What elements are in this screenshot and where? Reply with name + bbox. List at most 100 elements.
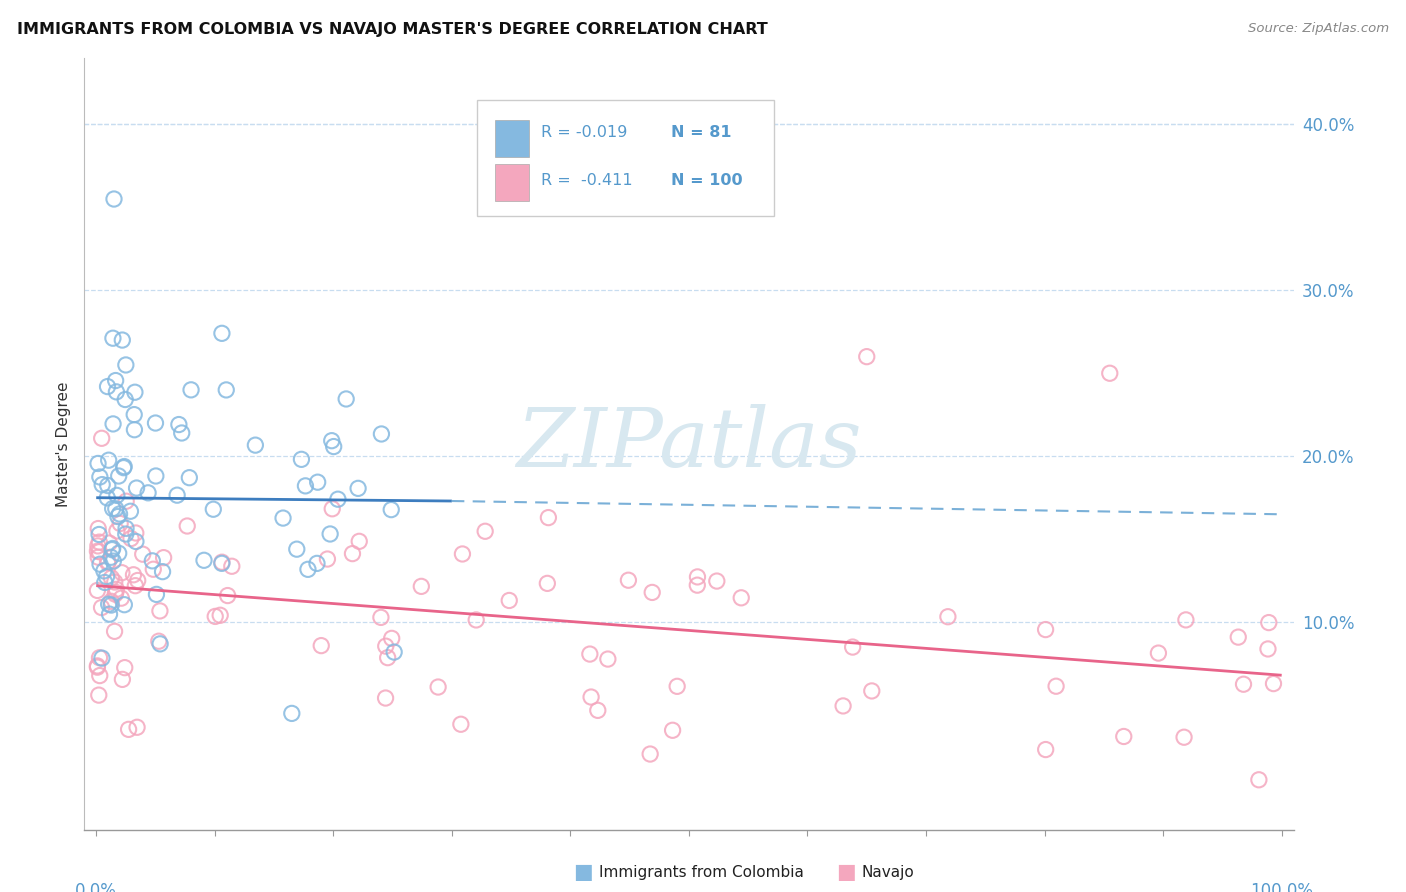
Point	[319, 527, 342, 541]
Point	[211, 326, 233, 341]
FancyBboxPatch shape	[495, 120, 529, 157]
Point	[97, 478, 120, 492]
Point	[103, 554, 125, 568]
Point	[97, 453, 120, 467]
Text: ■: ■	[574, 863, 593, 882]
Point	[209, 608, 232, 623]
Point	[297, 562, 319, 576]
Point	[105, 488, 128, 502]
Point	[122, 567, 145, 582]
Point	[104, 585, 127, 599]
Text: N = 100: N = 100	[671, 173, 742, 188]
FancyBboxPatch shape	[478, 101, 773, 216]
Point	[114, 392, 136, 407]
Point	[91, 477, 114, 491]
Point	[125, 481, 148, 495]
Point	[1257, 615, 1279, 630]
Point	[1045, 679, 1067, 693]
Point	[145, 469, 167, 483]
Point	[98, 536, 121, 550]
Point	[108, 507, 131, 521]
Point	[204, 609, 226, 624]
Point	[347, 481, 370, 495]
Point	[1035, 742, 1057, 756]
Point	[103, 192, 125, 206]
Point	[90, 651, 112, 665]
Point	[641, 585, 664, 599]
Point	[148, 634, 170, 648]
Point	[498, 593, 520, 607]
Point	[114, 527, 136, 541]
Point	[193, 553, 215, 567]
Point	[117, 723, 139, 737]
Point	[686, 578, 709, 592]
Point	[104, 575, 127, 590]
Point	[167, 417, 190, 432]
Point	[1098, 366, 1121, 380]
Point	[1232, 677, 1254, 691]
Point	[370, 427, 392, 442]
Point	[316, 552, 339, 566]
Point	[93, 564, 115, 578]
Point	[377, 650, 399, 665]
Point	[411, 579, 433, 593]
Point	[136, 485, 159, 500]
Text: R = -0.019: R = -0.019	[541, 125, 628, 140]
Point	[114, 660, 136, 674]
Point	[638, 747, 661, 761]
Point	[101, 417, 124, 431]
Point	[86, 659, 108, 673]
Point	[666, 679, 689, 693]
Point	[127, 574, 149, 588]
Point	[860, 684, 883, 698]
Point	[465, 613, 488, 627]
Point	[1112, 730, 1135, 744]
Point	[281, 706, 304, 721]
Point	[87, 550, 110, 565]
Point	[322, 440, 344, 454]
Point	[100, 598, 122, 612]
Point	[115, 494, 138, 508]
Point	[170, 425, 193, 440]
Point	[105, 384, 128, 399]
Point	[89, 650, 111, 665]
Point	[112, 459, 135, 474]
Point	[104, 501, 127, 516]
Point	[215, 383, 238, 397]
Point	[176, 519, 198, 533]
Point	[107, 546, 129, 560]
Point	[89, 668, 111, 682]
Text: Immigrants from Colombia: Immigrants from Colombia	[599, 865, 804, 880]
Point	[305, 557, 328, 571]
Text: IMMIGRANTS FROM COLOMBIA VS NAVAJO MASTER'S DEGREE CORRELATION CHART: IMMIGRANTS FROM COLOMBIA VS NAVAJO MASTE…	[17, 22, 768, 37]
Point	[104, 374, 127, 388]
Point	[101, 541, 124, 556]
Point	[141, 554, 163, 568]
Point	[108, 516, 131, 531]
Point	[124, 385, 146, 400]
Point	[89, 545, 111, 559]
Point	[706, 574, 728, 588]
Point	[90, 431, 112, 445]
Point	[96, 379, 118, 393]
Point	[211, 557, 233, 571]
Point	[105, 524, 128, 538]
Text: R =  -0.411: R = -0.411	[541, 173, 633, 188]
Text: ZIPatlas: ZIPatlas	[516, 404, 862, 483]
Point	[1247, 772, 1270, 787]
Point	[370, 610, 392, 624]
Point	[1174, 613, 1197, 627]
Point	[382, 645, 405, 659]
Point	[342, 547, 364, 561]
Point	[617, 573, 640, 587]
Point	[1263, 676, 1285, 690]
Point	[124, 579, 146, 593]
Point	[115, 358, 138, 372]
Point	[166, 488, 188, 502]
Point	[374, 691, 396, 706]
Point	[103, 624, 125, 639]
Point	[309, 639, 332, 653]
Point	[87, 688, 110, 702]
Point	[271, 511, 294, 525]
Point	[96, 569, 118, 583]
